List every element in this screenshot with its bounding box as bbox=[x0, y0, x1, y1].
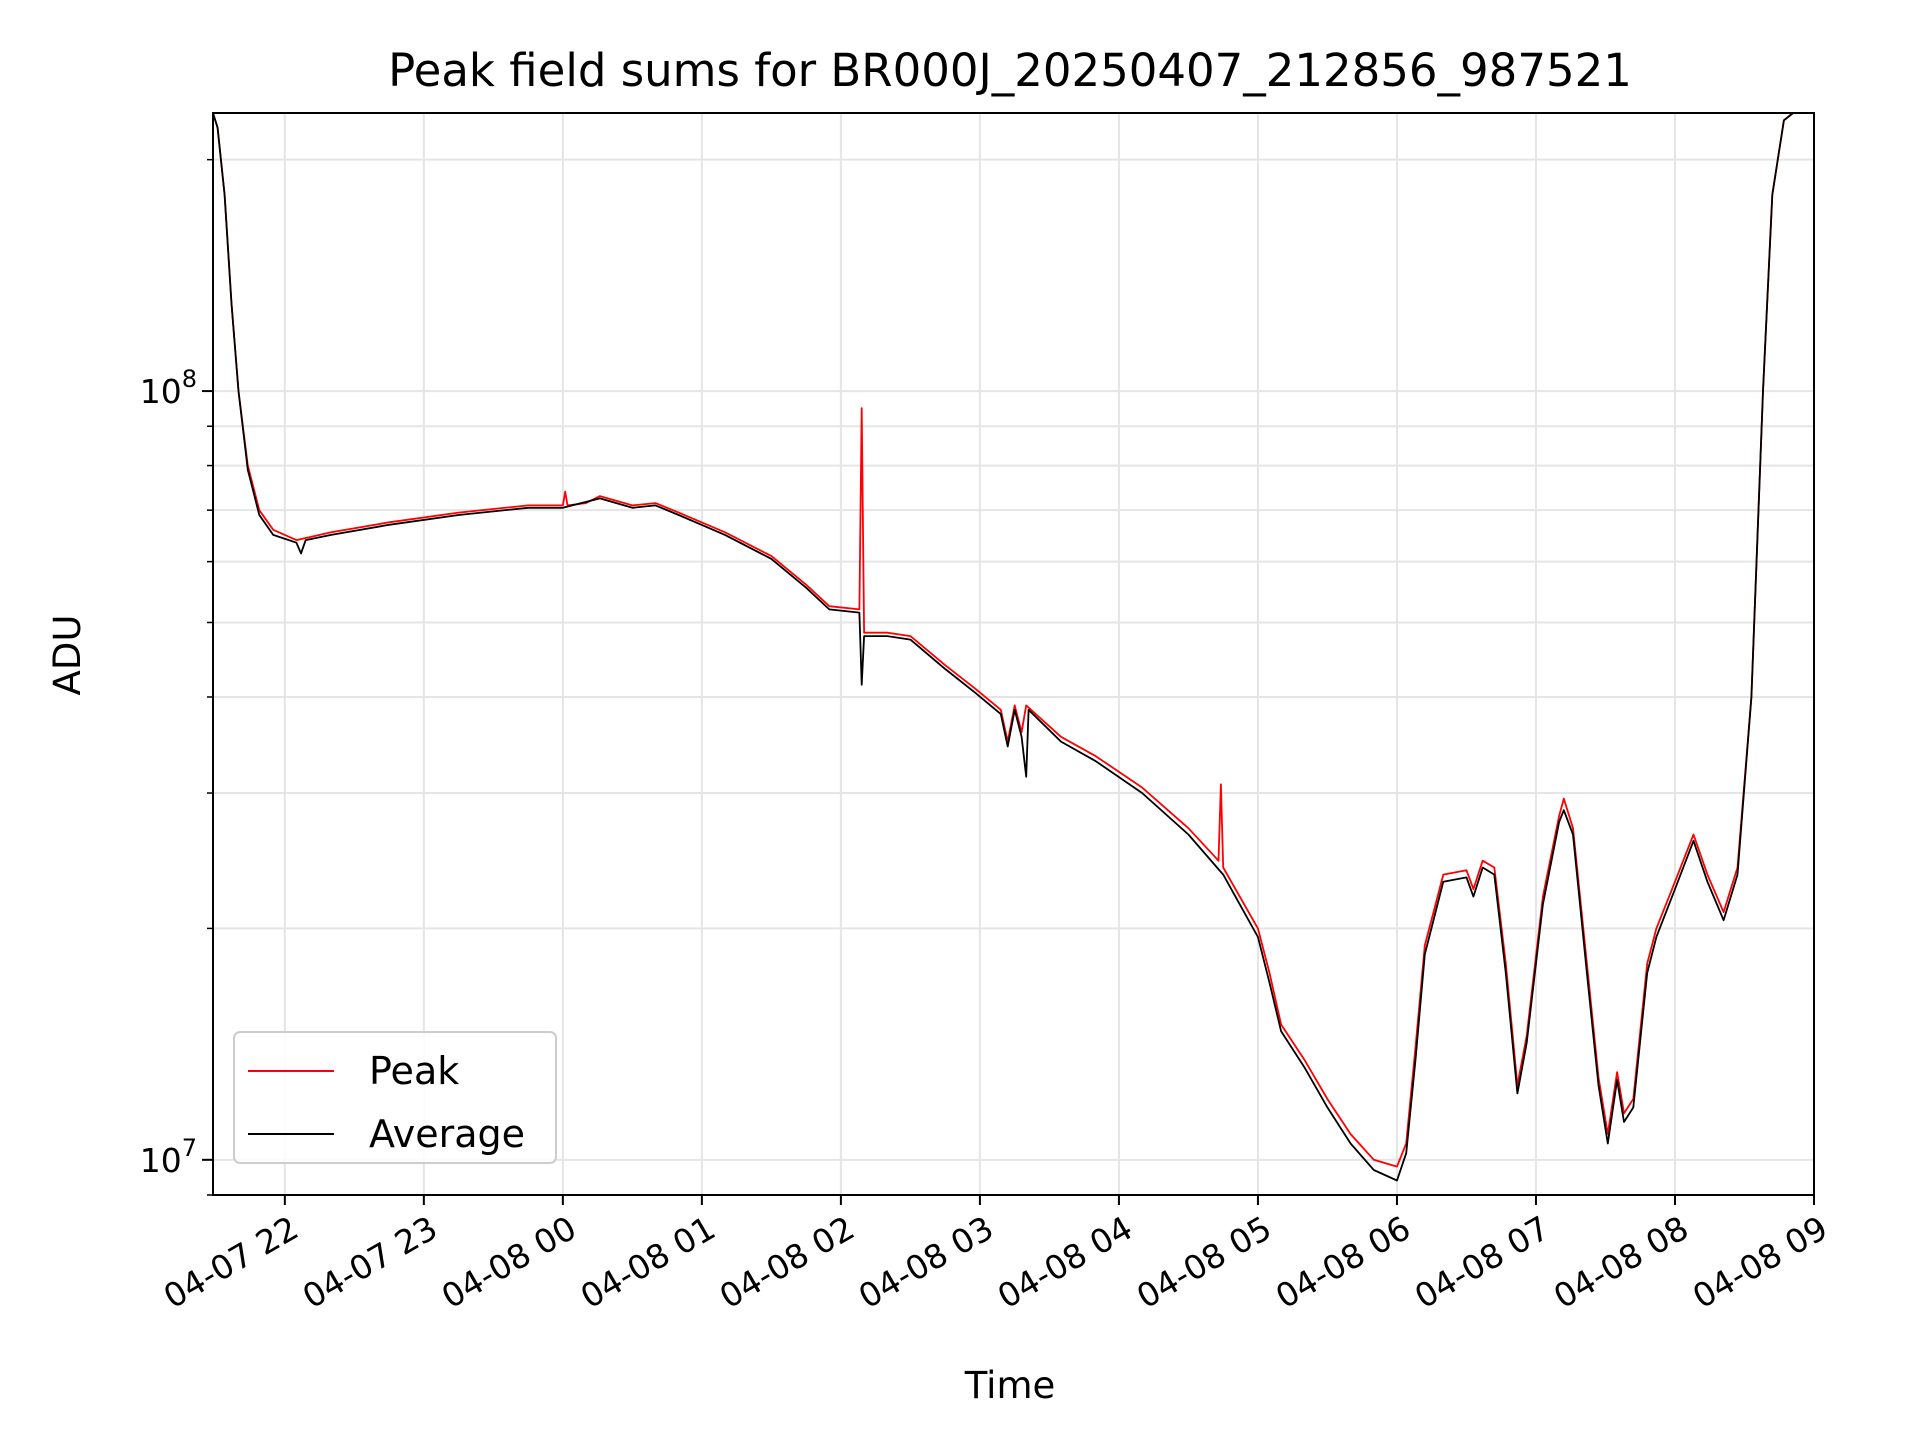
chart-title: Peak field sums for BR000J_20250407_2128… bbox=[388, 44, 1632, 97]
y-tick-base: 10 bbox=[140, 372, 182, 411]
series-line-average bbox=[212, 112, 1794, 1182]
y-tick-exponent: 8 bbox=[182, 365, 197, 393]
grid-lines bbox=[213, 113, 1815, 1196]
plot-frame bbox=[212, 112, 1815, 1196]
y-tick-base: 10 bbox=[140, 1141, 182, 1180]
legend-label: Peak bbox=[369, 1049, 459, 1093]
series-line-peak bbox=[212, 112, 1794, 1168]
y-tick-label: 107 bbox=[140, 1134, 197, 1180]
legend-box bbox=[233, 1031, 557, 1164]
y-tick-exponent: 7 bbox=[182, 1134, 197, 1162]
legend: Peak Average bbox=[233, 1031, 557, 1164]
legend-label: Average bbox=[369, 1112, 525, 1156]
y-axis-label: ADU bbox=[46, 615, 89, 696]
x-axis-label: Time bbox=[964, 1364, 1056, 1407]
series-layer bbox=[212, 112, 1794, 1182]
y-tick-label: 108 bbox=[140, 365, 197, 411]
